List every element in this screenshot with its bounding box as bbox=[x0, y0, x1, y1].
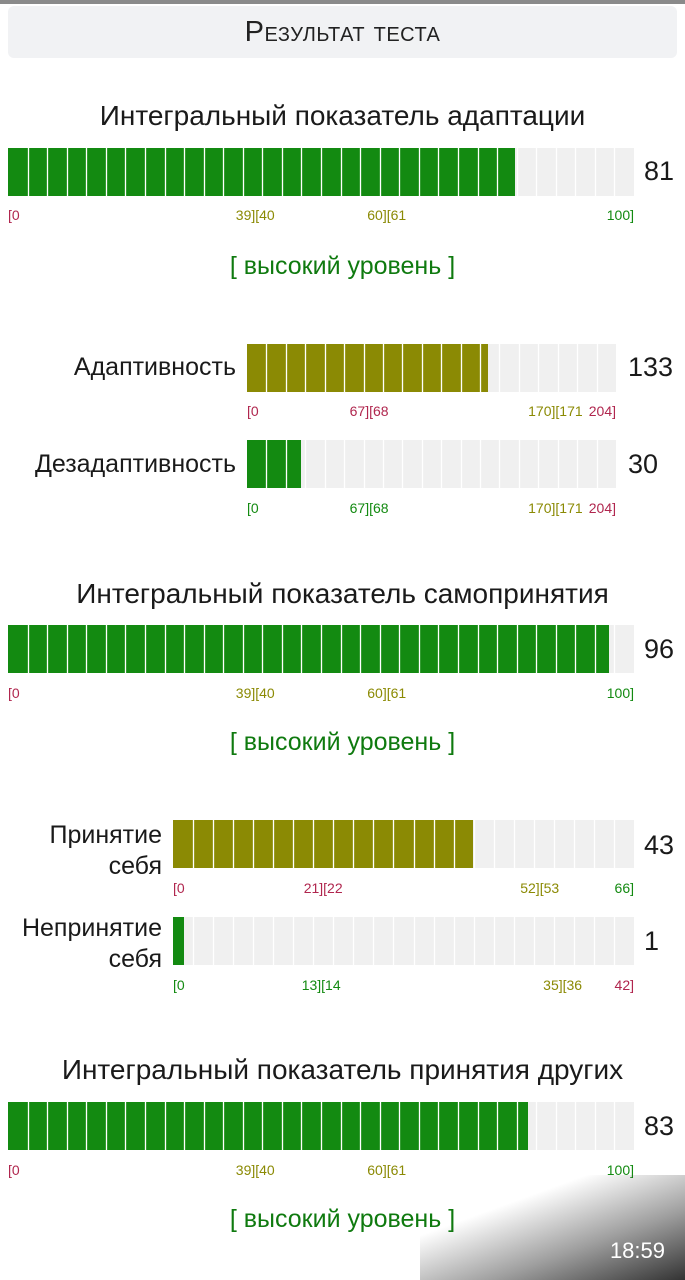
self-acceptance-value: 96 bbox=[644, 634, 675, 664]
scale-tick: 60][61 bbox=[367, 207, 407, 223]
acceptance-others-bar-fill bbox=[8, 1102, 528, 1150]
scale-tick: [0 bbox=[247, 403, 259, 419]
scale-tick: 66] bbox=[614, 880, 634, 896]
scale-tick: 60][61 bbox=[367, 1162, 407, 1178]
self-rejection-bar bbox=[173, 917, 634, 965]
scale-tick: 204] bbox=[588, 500, 616, 516]
scale-tick: 52][53 bbox=[520, 880, 560, 896]
scale-tick: 13][14 bbox=[301, 977, 341, 993]
status-time: 18:59 bbox=[609, 1238, 665, 1263]
scale-tick: [0 bbox=[8, 207, 20, 223]
self-rejection-label: Непринятие себя bbox=[21, 914, 162, 973]
scale-tick: [0 bbox=[8, 1162, 20, 1178]
maladaptivity-bar bbox=[247, 440, 616, 488]
scale-tick: 35][36 bbox=[543, 977, 583, 993]
adaptation-title: Интегральный показатель адаптации bbox=[99, 100, 586, 131]
acceptance-others-title: Интегральный показатель принятия других bbox=[61, 1054, 624, 1085]
scale-tick: [0 bbox=[173, 880, 185, 896]
bar-segment-grid bbox=[27, 1102, 616, 1150]
acceptance-others-scale: [0 39][40 60][61 100] bbox=[8, 1162, 634, 1180]
adaptation-scale: [0 39][40 60][61 100] bbox=[8, 207, 634, 225]
adaptation-bar-fill bbox=[8, 148, 516, 196]
adaptation-level: [ высокий уровень ] bbox=[229, 252, 456, 280]
scale-tick: 100] bbox=[606, 1162, 634, 1178]
scale-tick: 39][40 bbox=[235, 1162, 275, 1178]
scale-tick: 100] bbox=[606, 207, 634, 223]
bar-segment-grid bbox=[265, 440, 599, 488]
bar-segment-grid bbox=[192, 820, 616, 868]
adaptation-bar bbox=[8, 148, 634, 196]
self-acceptance-sub-scale: [0 21][22 52][53 66] bbox=[173, 880, 634, 898]
scale-tick: 42] bbox=[614, 977, 634, 993]
self-acceptance-bar-fill bbox=[8, 625, 609, 673]
scale-tick: [0 bbox=[8, 685, 20, 701]
scale-tick: [0 bbox=[247, 500, 259, 516]
self-acceptance-scale: [0 39][40 60][61 100] bbox=[8, 685, 634, 703]
self-rejection-bar-fill bbox=[173, 917, 184, 965]
self-acceptance-level: [ высокий уровень ] bbox=[229, 728, 456, 756]
window-top-edge bbox=[0, 0, 685, 4]
self-acceptance-sub-bar-fill bbox=[173, 820, 474, 868]
maladaptivity-bar-fill bbox=[247, 440, 302, 488]
bar-segment-grid bbox=[265, 344, 599, 392]
self-rejection-value: 1 bbox=[644, 926, 660, 956]
self-acceptance-sub-label: Принятие себя bbox=[49, 821, 163, 880]
maladaptivity-value: 30 bbox=[628, 449, 659, 479]
bar-segment-grid bbox=[192, 917, 616, 965]
result-header: Результат теста bbox=[8, 6, 677, 58]
screen-corner-shadow bbox=[420, 1175, 685, 1280]
scale-tick: 39][40 bbox=[235, 207, 275, 223]
maladaptivity-label: Дезадаптивность bbox=[34, 450, 236, 478]
bar-segment-grid bbox=[27, 625, 616, 673]
acceptance-others-value: 83 bbox=[644, 1111, 675, 1141]
adaptivity-value: 133 bbox=[628, 352, 674, 382]
bar-segment-grid bbox=[27, 148, 616, 196]
scale-tick: [0 bbox=[173, 977, 185, 993]
self-acceptance-sub-value: 43 bbox=[644, 830, 675, 860]
scale-tick: 67][68 bbox=[349, 403, 389, 419]
adaptivity-label: Адаптивность bbox=[73, 353, 236, 381]
acceptance-others-level: [ высокий уровень ] bbox=[229, 1205, 456, 1233]
self-acceptance-sub-bar bbox=[173, 820, 634, 868]
page-title: Результат теста bbox=[244, 15, 441, 48]
scale-tick: 204] bbox=[588, 403, 616, 419]
maladaptivity-scale: [0 67][68 170][171 204] bbox=[247, 500, 616, 518]
adaptivity-bar bbox=[247, 344, 616, 392]
self-rejection-scale: [0 13][14 35][36 42] bbox=[173, 977, 634, 995]
scale-tick: 170][171 bbox=[528, 403, 583, 419]
scale-tick: 39][40 bbox=[235, 685, 275, 701]
adaptivity-scale: [0 67][68 170][171 204] bbox=[247, 403, 616, 421]
scale-tick: 100] bbox=[606, 685, 634, 701]
self-acceptance-title: Интегральный показатель самопринятия bbox=[76, 578, 609, 609]
scale-tick: 21][22 bbox=[303, 880, 343, 896]
scale-tick: 170][171 bbox=[528, 500, 583, 516]
scale-tick: 67][68 bbox=[349, 500, 389, 516]
self-acceptance-bar bbox=[8, 625, 634, 673]
acceptance-others-bar bbox=[8, 1102, 634, 1150]
scale-tick: 60][61 bbox=[367, 685, 407, 701]
adaptation-value: 81 bbox=[644, 156, 675, 186]
